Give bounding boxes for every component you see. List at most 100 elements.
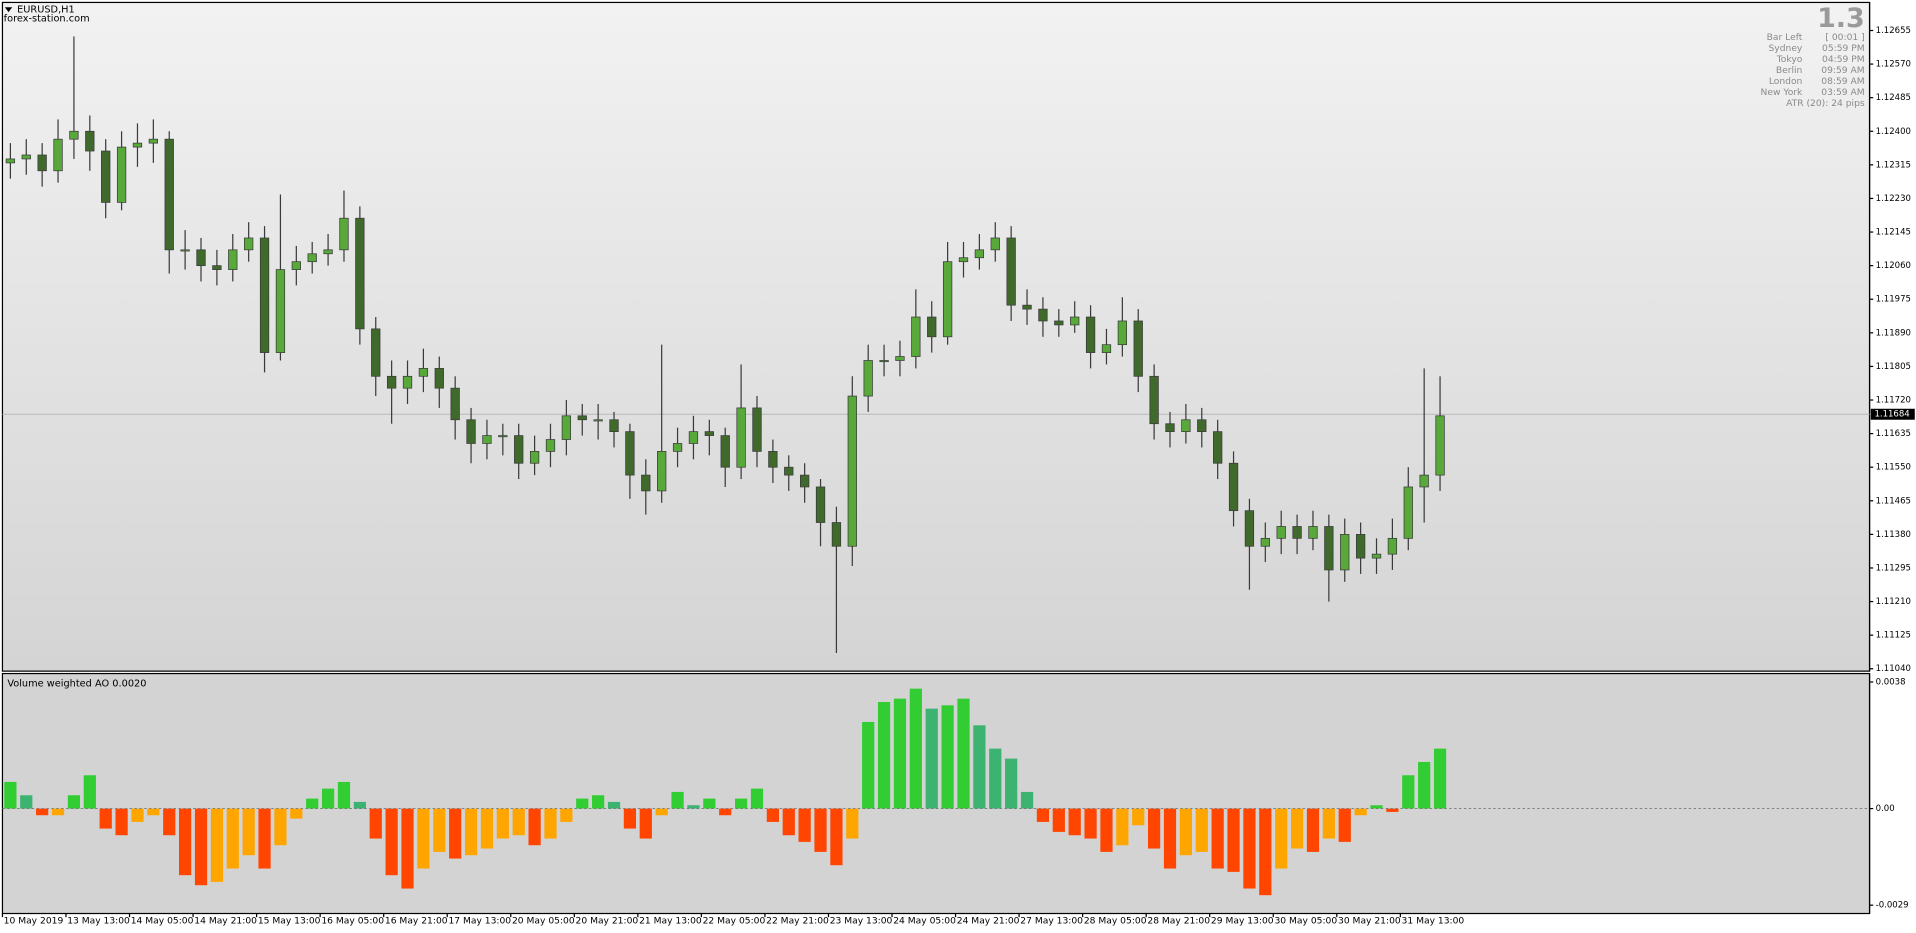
candle-body [990, 237, 1000, 251]
histogram-bar [1084, 808, 1097, 839]
histogram-bar [1211, 808, 1224, 869]
candle-body [1292, 526, 1302, 539]
histogram-bar [258, 808, 271, 869]
candle-body [1244, 510, 1255, 547]
candle-body [514, 435, 524, 464]
histogram-bar [306, 798, 319, 809]
histogram-bar [925, 708, 938, 809]
candle-body [561, 415, 572, 440]
candle-body [228, 249, 238, 270]
candle-body [466, 419, 476, 444]
histogram-bar [1338, 808, 1351, 842]
x-tick-label: 10 May 2019 [4, 916, 64, 926]
candle-body [1165, 423, 1175, 432]
candle-body [69, 130, 79, 140]
info-key: Tokyo [1776, 55, 1803, 65]
histogram-bar [226, 808, 239, 869]
candle-body [1228, 462, 1239, 512]
x-tick-label: 17 May 13:00 [448, 916, 511, 926]
candle-body [1355, 534, 1366, 559]
candle-body [1117, 320, 1127, 346]
histogram-bar [179, 808, 192, 876]
histogram-bar [1227, 808, 1240, 872]
histogram-bar [36, 808, 49, 816]
histogram-bar [385, 808, 398, 876]
histogram-bar [687, 805, 700, 809]
histogram-bar [480, 808, 494, 849]
candle-body [752, 407, 762, 452]
y-tick-label: 1.12570 [1876, 60, 1911, 70]
candle-body [815, 486, 826, 523]
histogram-bar [1132, 808, 1145, 826]
y-tick-label: 1.11040 [1876, 664, 1911, 674]
candle-body [577, 415, 587, 421]
candle-body [386, 375, 397, 389]
x-tick-label: 21 May 13:00 [639, 916, 702, 926]
y-tick-label: 1.11550 [1876, 463, 1911, 473]
y-tick-label: 1.12655 [1876, 26, 1911, 36]
y-tick-label: 1.12485 [1876, 93, 1911, 103]
candle-body [307, 253, 317, 263]
candle-body [1070, 316, 1080, 326]
info-value: 08:59 AM [1821, 77, 1864, 87]
histogram-bar [51, 808, 65, 816]
x-tick-label: 28 May 21:00 [1147, 916, 1210, 926]
x-tick-label: 20 May 21:00 [576, 916, 639, 926]
menu-triangle[interactable] [4, 7, 13, 13]
candle-body [355, 217, 365, 330]
histogram-bar [1163, 808, 1177, 869]
histogram-bar [1354, 808, 1367, 816]
histogram-bar [1243, 808, 1256, 889]
candle-body [704, 431, 714, 436]
histogram-bar [464, 808, 478, 856]
histogram-bar [1290, 808, 1304, 849]
candle-body [323, 249, 333, 255]
info-value: 05:59 PM [1822, 44, 1865, 54]
histogram-bar [1179, 808, 1193, 856]
candle-body [339, 217, 349, 251]
y-tick-label: 1.11720 [1876, 396, 1911, 406]
histogram-bar [576, 798, 589, 809]
x-tick-label: 20 May 05:00 [512, 916, 575, 926]
x-tick-label: 14 May 05:00 [131, 916, 194, 926]
candle-body [1371, 553, 1382, 559]
histogram-bar [957, 698, 970, 809]
y-tick-label: -0.0029 [1876, 901, 1909, 911]
candle-body [609, 419, 619, 432]
histogram-bar [830, 808, 843, 866]
candle-body [657, 451, 667, 492]
candle-body [1085, 316, 1096, 353]
histogram-bar [1386, 808, 1399, 812]
info-value: [ 00:01 ] [1825, 33, 1864, 43]
candle-body [625, 431, 635, 476]
histogram-bar [163, 808, 176, 836]
candle-body [196, 249, 206, 267]
histogram-bar [909, 688, 922, 809]
histogram-bar [1306, 808, 1320, 852]
histogram-bar [862, 721, 875, 809]
histogram-bar [893, 698, 907, 809]
y-tick-label: 0.0038 [1876, 678, 1906, 688]
candle-body [482, 435, 492, 444]
candle-body [37, 154, 47, 172]
histogram-bar [814, 808, 827, 852]
histogram-bar [528, 808, 541, 846]
candle-body [1213, 431, 1223, 464]
candle-body [1403, 486, 1413, 539]
histogram-bar [1020, 791, 1034, 809]
histogram-bar [242, 808, 255, 856]
histogram-bar [1116, 808, 1129, 846]
info-key: London [1769, 77, 1803, 87]
histogram-bar [353, 801, 366, 809]
candle-body [450, 387, 460, 421]
candle-body [53, 138, 63, 172]
histogram-bar [1148, 808, 1161, 849]
histogram-bar [67, 795, 81, 809]
candle-body [434, 368, 444, 389]
candle-body [1149, 375, 1159, 425]
candle-body [879, 360, 889, 363]
histogram-bar [147, 808, 160, 816]
candle-body [927, 316, 937, 338]
candle-body [371, 328, 381, 377]
